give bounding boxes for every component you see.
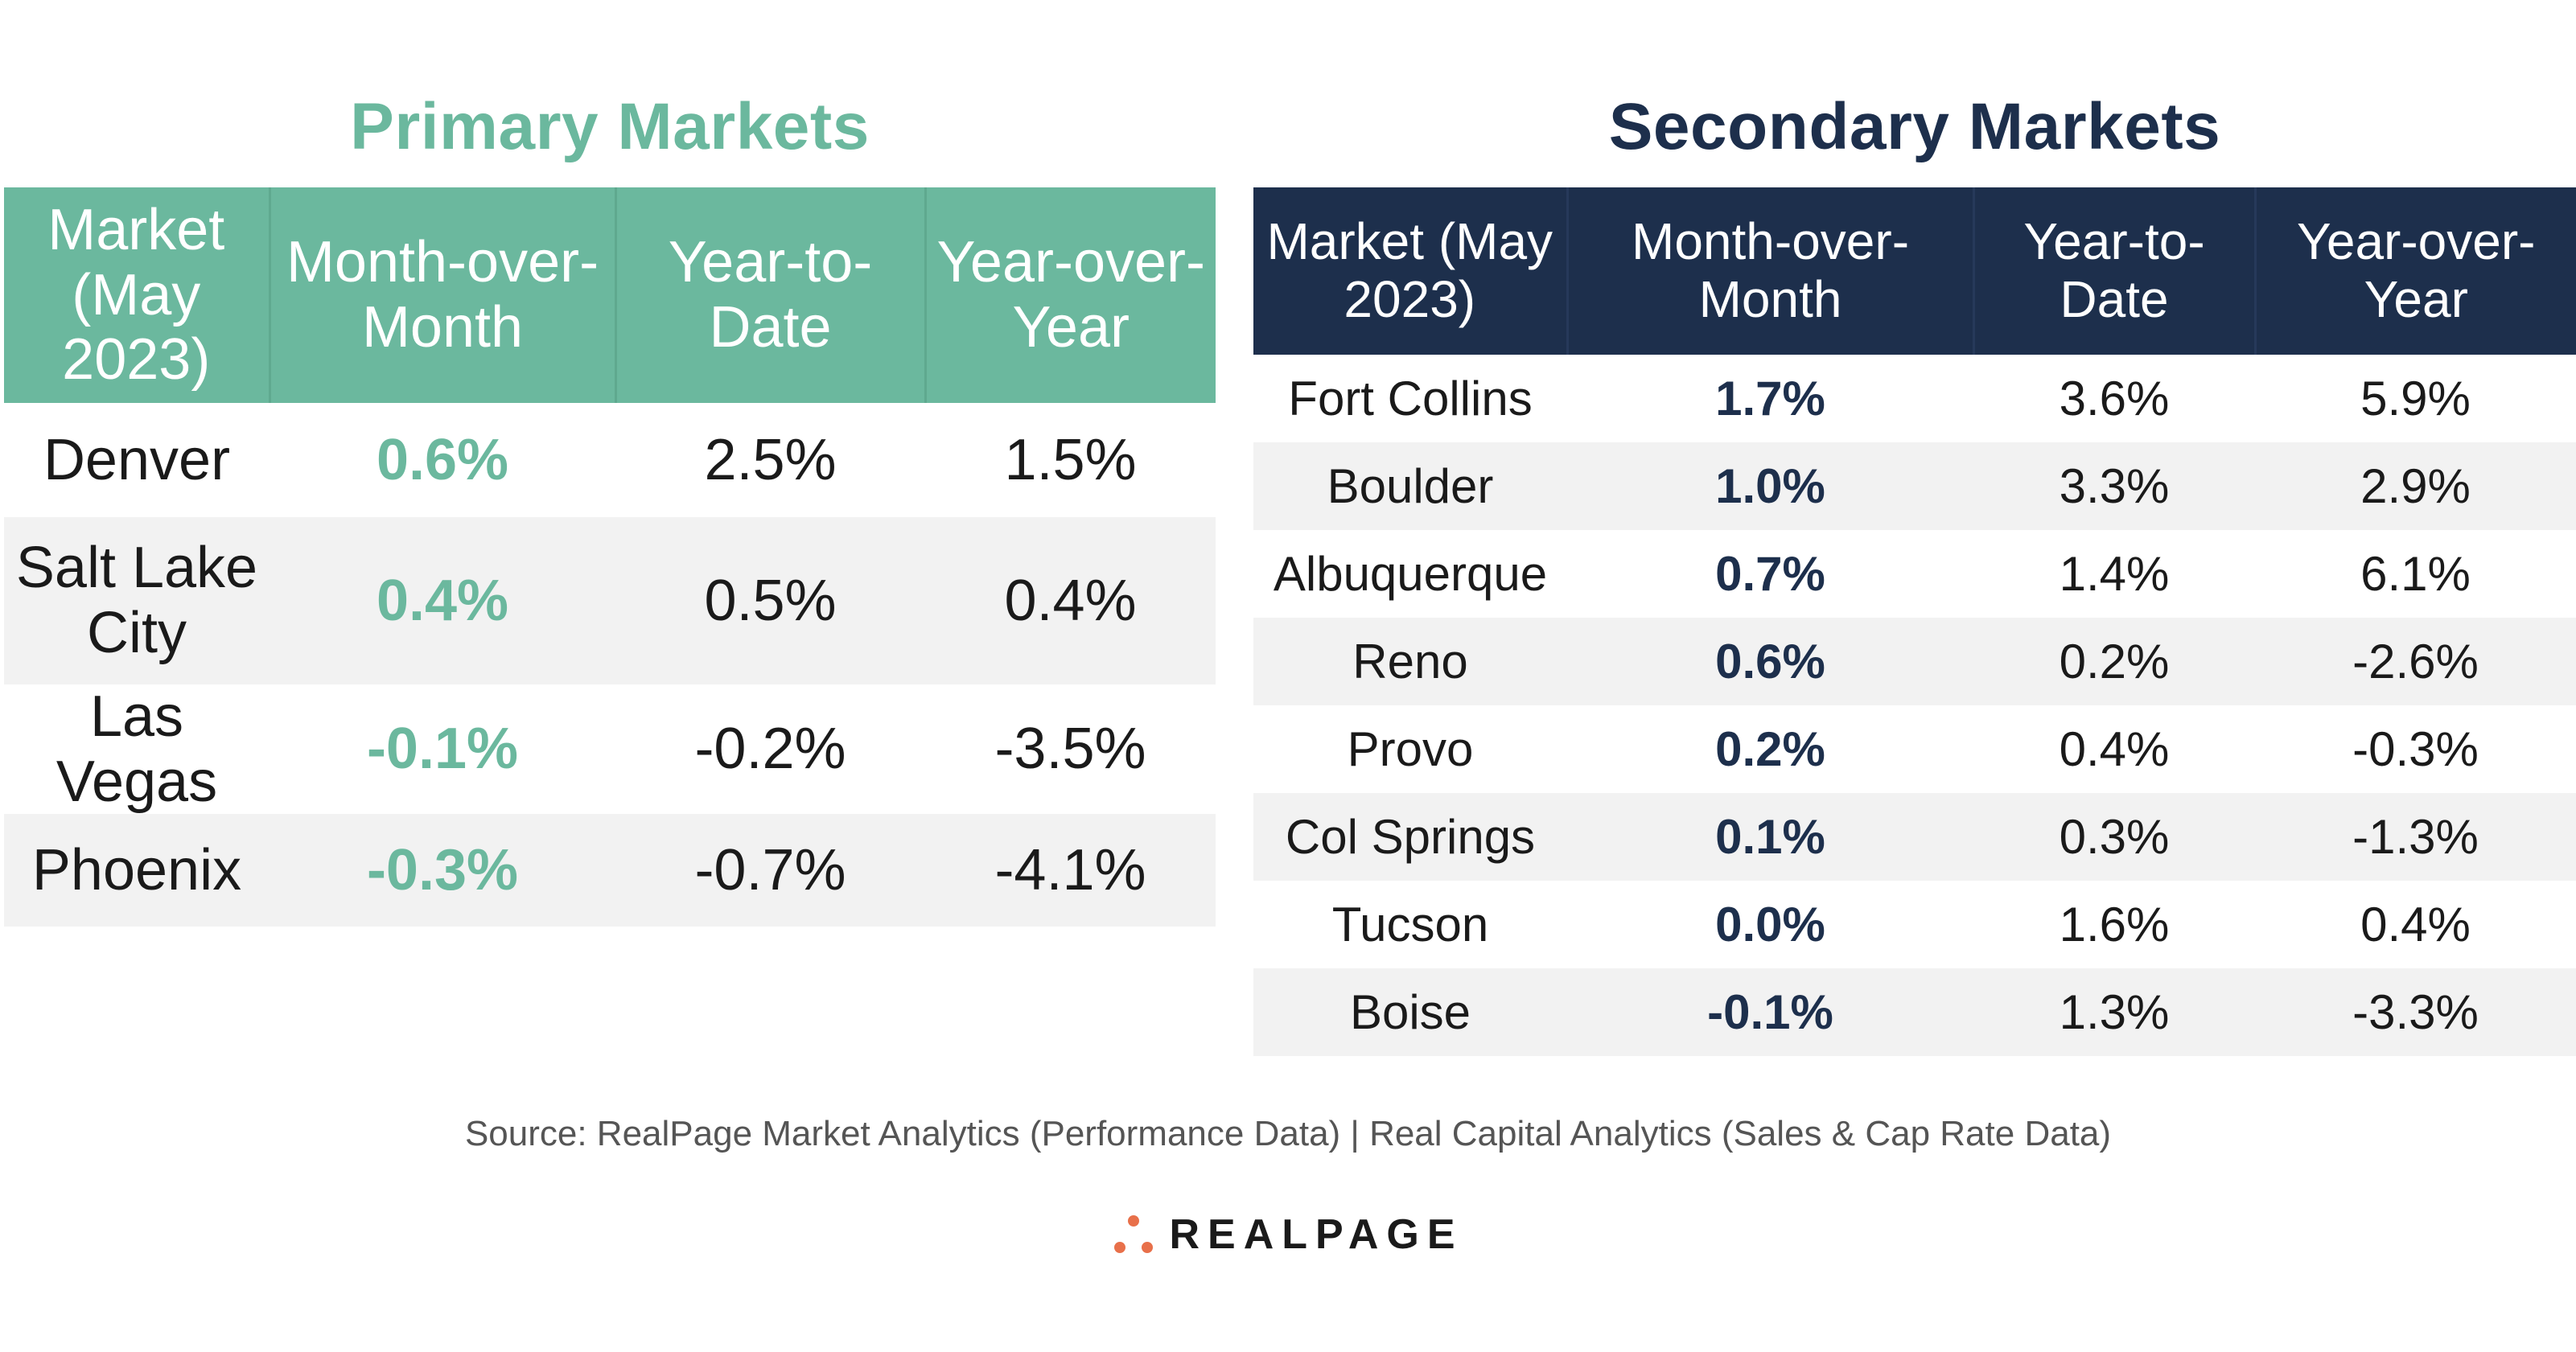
- table-row: Phoenix -0.3% -0.7% -4.1%: [4, 814, 1216, 927]
- market-cell: Boulder: [1253, 442, 1567, 530]
- market-cell: Col Springs: [1253, 793, 1567, 881]
- mom-cell: -0.1%: [1567, 968, 1973, 1056]
- market-cell: Boise: [1253, 968, 1567, 1056]
- column-header-yoy: Year-over-Year: [2255, 187, 2576, 355]
- table-row: Col Springs 0.1% 0.3% -1.3%: [1253, 793, 2576, 881]
- market-cell: Fort Collins: [1288, 371, 1533, 425]
- mom-cell: 0.0%: [1715, 897, 1825, 951]
- table-row: Fort Collins 1.7% 3.6% 5.9%: [1253, 355, 2576, 442]
- market-cell: Provo: [1347, 721, 1474, 776]
- market-cell: Albuquerque: [1273, 546, 1548, 601]
- mom-cell: 0.1%: [1567, 793, 1973, 881]
- column-header-ytd: Year-to-Date: [615, 187, 927, 403]
- mom-cell: 0.6%: [1567, 618, 1973, 705]
- yoy-cell: 1.5%: [1004, 427, 1137, 492]
- mom-cell: -0.1%: [366, 717, 519, 782]
- column-header-market: Market (May 2023): [1253, 187, 1569, 355]
- mom-cell: 1.0%: [1567, 442, 1973, 530]
- yoy-cell: -3.3%: [2255, 968, 2576, 1056]
- table-row: Las Vegas -0.1% -0.2% -3.5%: [4, 684, 1216, 814]
- mom-cell: 0.6%: [376, 427, 509, 492]
- yoy-cell: 6.1%: [2360, 546, 2471, 601]
- table-row: Boise -0.1% 1.3% -3.3%: [1253, 968, 2576, 1056]
- yoy-cell: -1.3%: [2255, 793, 2576, 881]
- primary-markets-table: Market (May 2023) Month-over-Month Year-…: [4, 187, 1216, 927]
- market-cell: Las Vegas: [56, 684, 218, 814]
- mom-cell: 0.2%: [1715, 721, 1825, 776]
- mom-cell: 1.7%: [1715, 371, 1825, 425]
- mom-cell: -0.3%: [270, 814, 615, 927]
- table-header-row: Market (May 2023) Month-over-Month Year-…: [4, 187, 1216, 403]
- three-dot-logo-icon: [1114, 1215, 1154, 1253]
- table-row: Boulder 1.0% 3.3% 2.9%: [1253, 442, 2576, 530]
- table-row: Tucson 0.0% 1.6% 0.4%: [1253, 881, 2576, 968]
- yoy-cell: -3.5%: [994, 717, 1146, 782]
- ytd-cell: 0.3%: [1973, 793, 2255, 881]
- yoy-cell: -0.3%: [2352, 721, 2479, 776]
- table-row: Albuquerque 0.7% 1.4% 6.1%: [1253, 530, 2576, 618]
- table-row: Salt Lake City 0.4% 0.5% 0.4%: [4, 517, 1216, 684]
- column-header-ytd: Year-to-Date: [1973, 187, 2257, 355]
- ytd-cell: 0.2%: [1973, 618, 2255, 705]
- ytd-cell: 2.5%: [704, 427, 837, 492]
- primary-markets-title: Primary Markets: [350, 90, 870, 163]
- realpage-logo: REALPAGE: [0, 1210, 2576, 1259]
- yoy-cell: 2.9%: [2255, 442, 2576, 530]
- table-header-row: Market (May 2023) Month-over-Month Year-…: [1253, 187, 2576, 355]
- table-row: Denver 0.6% 2.5% 1.5%: [4, 403, 1216, 517]
- ytd-cell: 1.6%: [2059, 897, 2170, 951]
- yoy-cell: 5.9%: [2360, 371, 2471, 425]
- market-cell: Denver: [43, 427, 231, 492]
- market-cell: Tucson: [1331, 897, 1489, 951]
- yoy-cell: -2.6%: [2255, 618, 2576, 705]
- column-header-market: Market (May 2023): [4, 187, 271, 403]
- yoy-cell: 0.4%: [2360, 897, 2471, 951]
- secondary-markets-title: Secondary Markets: [1608, 90, 2221, 163]
- ytd-cell: 1.4%: [2059, 546, 2170, 601]
- column-header-mom: Month-over-Month: [270, 187, 617, 403]
- table-row: Provo 0.2% 0.4% -0.3%: [1253, 705, 2576, 793]
- yoy-cell: -4.1%: [925, 814, 1216, 927]
- secondary-markets-table: Market (May 2023) Month-over-Month Year-…: [1253, 187, 2576, 1056]
- ytd-cell: -0.2%: [694, 717, 846, 782]
- column-header-yoy: Year-over-Year: [925, 187, 1216, 403]
- table-row: Reno 0.6% 0.2% -2.6%: [1253, 618, 2576, 705]
- mom-cell: 0.7%: [1715, 546, 1825, 601]
- market-cell: Phoenix: [4, 814, 270, 927]
- ytd-cell: -0.7%: [615, 814, 925, 927]
- ytd-cell: 3.3%: [1973, 442, 2255, 530]
- market-cell: Salt Lake City: [4, 517, 270, 684]
- ytd-cell: 0.4%: [2059, 721, 2170, 776]
- logo-wordmark: REALPAGE: [1169, 1211, 1463, 1258]
- ytd-cell: 1.3%: [1973, 968, 2255, 1056]
- column-header-mom: Month-over-Month: [1567, 187, 1975, 355]
- source-note: Source: RealPage Market Analytics (Perfo…: [464, 1114, 2112, 1153]
- ytd-cell: 0.5%: [615, 517, 925, 684]
- mom-cell: 0.4%: [270, 517, 615, 684]
- ytd-cell: 3.6%: [2059, 371, 2170, 425]
- market-cell: Reno: [1253, 618, 1567, 705]
- yoy-cell: 0.4%: [925, 517, 1216, 684]
